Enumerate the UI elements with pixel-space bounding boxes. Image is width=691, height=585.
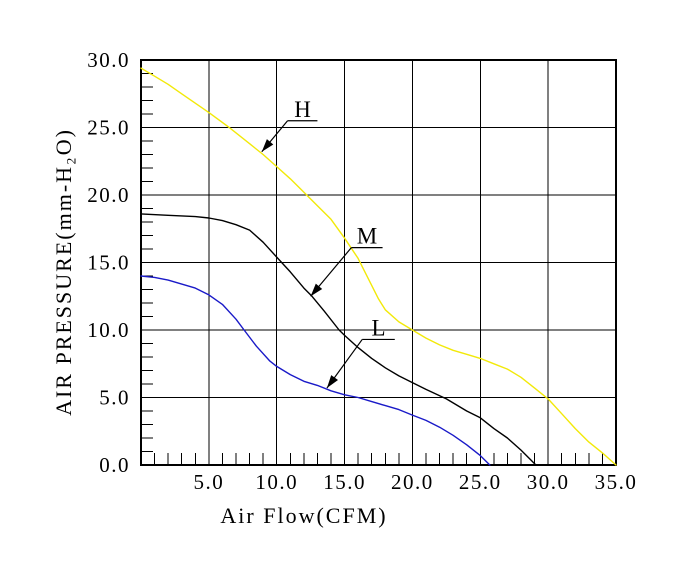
curve-L [140,275,491,466]
curve-M [140,213,537,466]
series-label-L: L [371,315,385,340]
annotation-arrowhead-icon [310,283,323,297]
y-tick-label: 15.0 [87,251,130,275]
annotation-arrowhead-icon [326,375,338,389]
annotation-arrowhead-icon [261,139,274,152]
x-tick-label: 35.0 [595,470,638,494]
x-tick-label: 20.0 [391,470,434,494]
y-tick-label: 0.0 [99,453,130,477]
y-tick-label: 30.0 [87,48,130,72]
series-label-M: M [357,224,377,249]
x-tick-label: 15.0 [323,470,366,494]
y-tick-label: 20.0 [87,183,130,207]
y-tick-label: 5.0 [99,386,130,410]
x-tick-label: 30.0 [527,470,570,494]
y-tick-label: 10.0 [87,318,130,342]
plot-border [140,59,617,466]
y-tick-label: 25.0 [87,116,130,140]
y-axis-title: AIR PRESSURE(mm-H₂O) [51,128,76,416]
x-tick-label: 25.0 [459,470,502,494]
x-axis-title: Air Flow(CFM) [220,503,388,528]
series-label-H: H [294,97,311,122]
curve-H [140,67,617,466]
x-tick-label: 10.0 [255,470,298,494]
x-tick-label: 5.0 [193,470,224,494]
